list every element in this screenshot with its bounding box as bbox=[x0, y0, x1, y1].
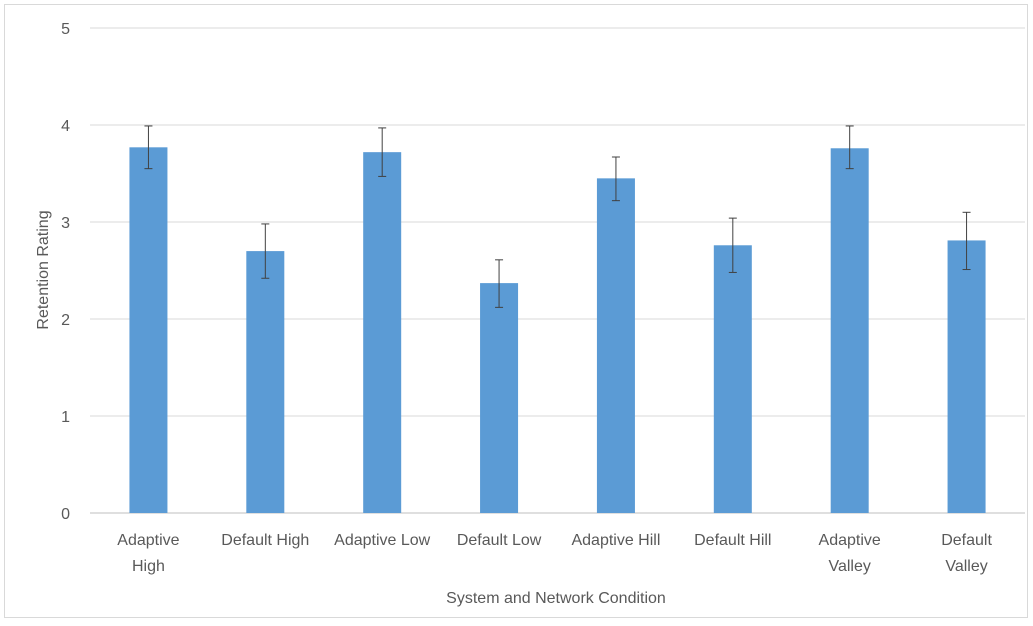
y-axis-title: Retention Rating bbox=[35, 210, 52, 329]
bar bbox=[246, 251, 285, 513]
error-bar bbox=[962, 211, 971, 271]
chart-frame bbox=[4, 4, 1028, 618]
bar bbox=[830, 148, 869, 513]
y-tick-label: 2 bbox=[61, 312, 70, 329]
x-category-label: Default High bbox=[221, 532, 309, 549]
error-bar bbox=[845, 125, 854, 170]
bar bbox=[713, 245, 752, 513]
x-category-label: Adaptive Low bbox=[334, 532, 431, 549]
bar bbox=[480, 283, 519, 513]
x-category-labels: Adaptive High Default High Adaptive Low Defa… bbox=[117, 532, 992, 575]
bar bbox=[363, 152, 402, 513]
x-category-label: Adaptive High bbox=[117, 532, 179, 575]
x-category-label: Default Valley bbox=[941, 532, 992, 575]
error-bars bbox=[144, 125, 971, 308]
error-bar bbox=[728, 217, 737, 273]
x-category-label: Adaptive Valley bbox=[819, 532, 881, 575]
error-bar bbox=[378, 127, 387, 177]
error-bar bbox=[144, 125, 153, 170]
bar bbox=[947, 240, 986, 513]
y-tick-label: 0 bbox=[61, 506, 70, 523]
y-tick-label: 1 bbox=[61, 409, 70, 426]
error-bar bbox=[611, 156, 620, 202]
y-tick-label: 5 bbox=[61, 21, 70, 38]
x-category-label: Default Low bbox=[457, 532, 542, 549]
error-bar bbox=[261, 223, 270, 279]
bar bbox=[129, 147, 168, 513]
x-category-label: Adaptive Hill bbox=[571, 532, 660, 549]
y-tick-label: 4 bbox=[61, 118, 70, 135]
bars bbox=[129, 147, 986, 513]
gridlines bbox=[90, 27, 1025, 514]
x-category-label: Default Hill bbox=[694, 532, 771, 549]
error-bar bbox=[495, 259, 504, 308]
x-axis-title: System and Network Condition bbox=[446, 590, 666, 607]
bar bbox=[596, 178, 635, 513]
y-tick-label: 3 bbox=[61, 215, 70, 232]
y-tick-labels: 0 1 2 3 4 5 bbox=[61, 21, 70, 523]
